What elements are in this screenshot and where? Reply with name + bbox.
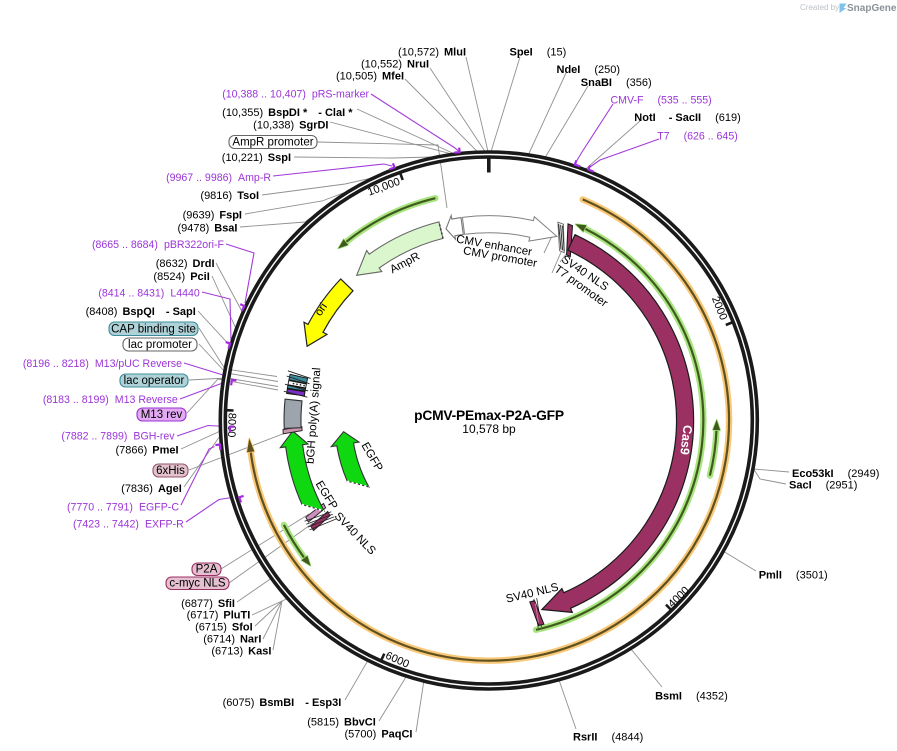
svg-text:RsrII(4844): RsrII (4844) xyxy=(573,731,643,743)
svg-text:8000: 8000 xyxy=(225,413,238,438)
svg-text:10,578 bp: 10,578 bp xyxy=(462,422,516,436)
svg-text:(6714)NarI: (6714) NarI xyxy=(203,634,261,646)
svg-text:P2A: P2A xyxy=(196,564,218,576)
svg-text:(6877)SfiI: (6877) SfiI xyxy=(181,598,235,610)
svg-text:(8196 .. 8218)M13/pUC Reverse: (8196 .. 8218) M13/pUC Reverse xyxy=(23,358,182,370)
svg-text:(9967 .. 9986)Amp-R: (9967 .. 9986) Amp-R xyxy=(166,172,271,184)
svg-text:(9639)FspI: (9639) FspI xyxy=(183,210,242,222)
svg-text:CAP binding site: CAP binding site xyxy=(111,324,196,336)
svg-text:ori: ori xyxy=(313,301,330,318)
svg-text:Cas9: Cas9 xyxy=(677,424,694,455)
svg-text:(10,552)NruI: (10,552) NruI xyxy=(361,59,429,71)
svg-text:(6713)KasI: (6713) KasI xyxy=(211,645,271,657)
svg-text:(8524)PciI: (8524) PciI xyxy=(153,271,209,283)
svg-text:(7836)AgeI: (7836) AgeI xyxy=(121,483,182,495)
svg-text:(7423 .. 7442)EXFP-R: (7423 .. 7442) EXFP-R xyxy=(73,519,184,531)
svg-text:(9478)BsaI: (9478) BsaI xyxy=(177,223,237,235)
svg-text:(10,355)BspDI *- ClaI *: (10,355) BspDI * - ClaI * xyxy=(222,107,353,119)
svg-text:(7866)PmeI: (7866) PmeI xyxy=(116,445,179,457)
svg-text:(8408)BspQI- SapI: (8408) BspQI - SapI xyxy=(86,306,196,318)
svg-text:pCMV-PEmax-P2A-GFP: pCMV-PEmax-P2A-GFP xyxy=(414,408,564,423)
svg-text:(10,338)SgrDI: (10,338) SgrDI xyxy=(253,120,328,132)
svg-text:SnaBI(356): SnaBI (356) xyxy=(581,77,652,89)
svg-text:(9816)TsoI: (9816) TsoI xyxy=(200,190,259,202)
svg-text:(10,388 .. 10,407)pRS-marker: (10,388 .. 10,407) pRS-marker xyxy=(222,89,369,101)
svg-text:Eco53kI(2949): Eco53kI (2949) xyxy=(792,468,879,480)
svg-text:lac promoter: lac promoter xyxy=(128,339,192,351)
svg-text:(6715)SfoI: (6715) SfoI xyxy=(195,621,253,633)
svg-text:(7770 .. 7791)EGFP-C: (7770 .. 7791) EGFP-C xyxy=(67,501,179,513)
svg-text:(10,221)SspI: (10,221) SspI xyxy=(222,152,291,164)
svg-text:SpeI(15): SpeI (15) xyxy=(510,47,567,59)
svg-text:(8414 .. 8431)L4440: (8414 .. 8431) L4440 xyxy=(98,287,200,299)
svg-text:(10,505)MfeI: (10,505) MfeI xyxy=(336,71,404,83)
svg-text:T7(626 .. 645): T7 (626 .. 645) xyxy=(657,131,738,143)
svg-text:(7882 .. 7899)BGH-rev: (7882 .. 7899) BGH-rev xyxy=(61,431,175,443)
svg-text:Created by: Created by xyxy=(800,3,839,12)
svg-text:(6075)BsmBI- Esp3I: (6075) BsmBI - Esp3I xyxy=(223,697,342,709)
svg-text:c-myc NLS: c-myc NLS xyxy=(169,578,226,590)
svg-text:CMV-F(535 .. 555): CMV-F (535 .. 555) xyxy=(611,94,712,106)
svg-text:AmpR promoter: AmpR promoter xyxy=(232,137,313,149)
svg-text:SacI(2951): SacI (2951) xyxy=(789,480,857,492)
svg-text:(10,572)MluI: (10,572) MluI xyxy=(398,47,466,59)
svg-text:BsmI(4352): BsmI (4352) xyxy=(655,691,728,703)
svg-text:lac operator: lac operator xyxy=(124,375,185,387)
svg-text:(8632)DrdI: (8632) DrdI xyxy=(156,258,215,270)
svg-text:NdeI(250): NdeI (250) xyxy=(557,64,621,76)
svg-text:NotI- SacII(619): NotI - SacII (619) xyxy=(634,112,740,124)
svg-text:6xHis: 6xHis xyxy=(156,465,185,477)
svg-text:SnapGene: SnapGene xyxy=(847,3,897,14)
svg-text:PmlI(3501): PmlI (3501) xyxy=(759,570,828,582)
svg-text:M13 rev: M13 rev xyxy=(141,409,183,421)
